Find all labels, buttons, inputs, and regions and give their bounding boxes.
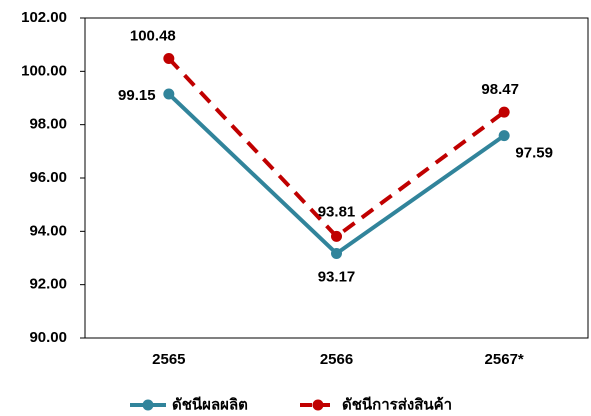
y-tick-label: 96.00 [29,169,67,186]
x-tick-label: 2565 [152,351,185,368]
y-tick-label: 102.00 [21,9,67,26]
point [331,247,342,259]
y-tick-label: 92.00 [29,276,67,293]
series-line [167,57,506,240]
y-tick-label: 100.00 [21,62,67,79]
plot-frame [84,17,589,339]
point [163,53,175,65]
x-tick-label: 2567* [485,351,524,368]
data-label: 97.59 [515,145,553,162]
point [498,130,510,142]
y-tick-label: 90.00 [29,329,67,346]
series-line [167,92,506,257]
data-label: 100.48 [130,28,176,45]
data-label: 99.15 [118,87,156,104]
legend-label: ดัชนีการส่งสินค้า [342,396,452,414]
x-tick-label: 2566 [320,351,353,368]
data-label: 98.47 [481,81,519,98]
point [498,106,510,118]
point [331,230,342,242]
legend-marker [312,399,324,411]
legend-label: ดัชนีผลผลิต [172,396,248,414]
point [163,88,175,100]
y-tick-label: 98.00 [29,116,67,133]
data-label: 93.81 [318,203,356,220]
data-label: 93.17 [318,268,356,285]
legend-marker [142,399,154,411]
y-tick-label: 94.00 [29,222,67,239]
